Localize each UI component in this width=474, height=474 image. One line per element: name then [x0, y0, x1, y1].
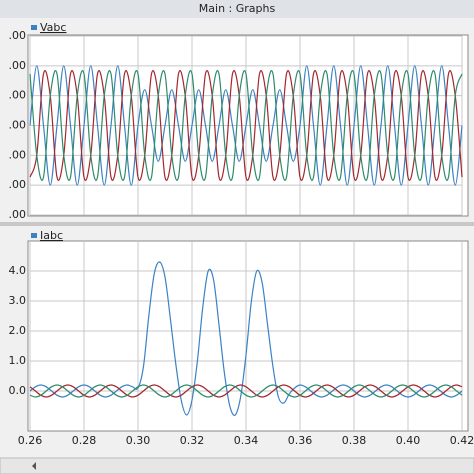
- waveform: [29, 261, 463, 416]
- series-group: [29, 261, 463, 416]
- y-tick-label: .00: [9, 178, 27, 191]
- title-bar: [0, 0, 474, 18]
- waveform: [29, 65, 463, 186]
- scrollbar[interactable]: [0, 457, 474, 474]
- waveform: [29, 384, 463, 398]
- waveform: [29, 70, 463, 181]
- splitter: [0, 222, 474, 226]
- y-tick-label: 2.0: [9, 324, 27, 337]
- x-tick-label: 0.40: [396, 434, 421, 447]
- y-tick-label: 4.0: [9, 264, 27, 277]
- y-tick-label: .00: [9, 89, 27, 102]
- y-tick-label: 3.0: [9, 294, 27, 307]
- x-tick-label: 0.34: [234, 434, 259, 447]
- y-tick-label: .00: [9, 59, 27, 72]
- x-tick-label: 0.42: [450, 434, 474, 447]
- y-tick-label: .00: [9, 148, 27, 161]
- legend-swatch: [31, 233, 37, 238]
- y-tick-label: .00: [9, 208, 27, 221]
- panel-title: Iabc: [40, 229, 63, 242]
- y-tick-label: 1.0: [9, 354, 27, 367]
- x-tick-label: 0.38: [342, 434, 367, 447]
- x-tick-label: 0.26: [18, 434, 43, 447]
- y-tick-label: 0.0: [9, 384, 27, 397]
- charts: .00 .00 .00 .00 .00 .00 .00 Vabc 0.26 0.28 0.30 0.3…: [9, 21, 474, 447]
- y-tick-label: .00: [9, 119, 27, 132]
- scroll-left[interactable]: [32, 462, 36, 470]
- x-tick-label: 0.36: [288, 434, 313, 447]
- x-tick-label: 0.32: [180, 434, 205, 447]
- legend-swatch: [31, 25, 37, 30]
- waveform: [29, 70, 463, 181]
- series-group: [29, 65, 463, 186]
- y-tick-label: .00: [9, 29, 27, 42]
- waveform: [29, 384, 463, 398]
- x-tick-label: 0.30: [126, 434, 151, 447]
- x-tick-label: 0.28: [72, 434, 97, 447]
- window-title: Main : Graphs: [199, 2, 276, 15]
- panel-title: Vabc: [40, 21, 66, 34]
